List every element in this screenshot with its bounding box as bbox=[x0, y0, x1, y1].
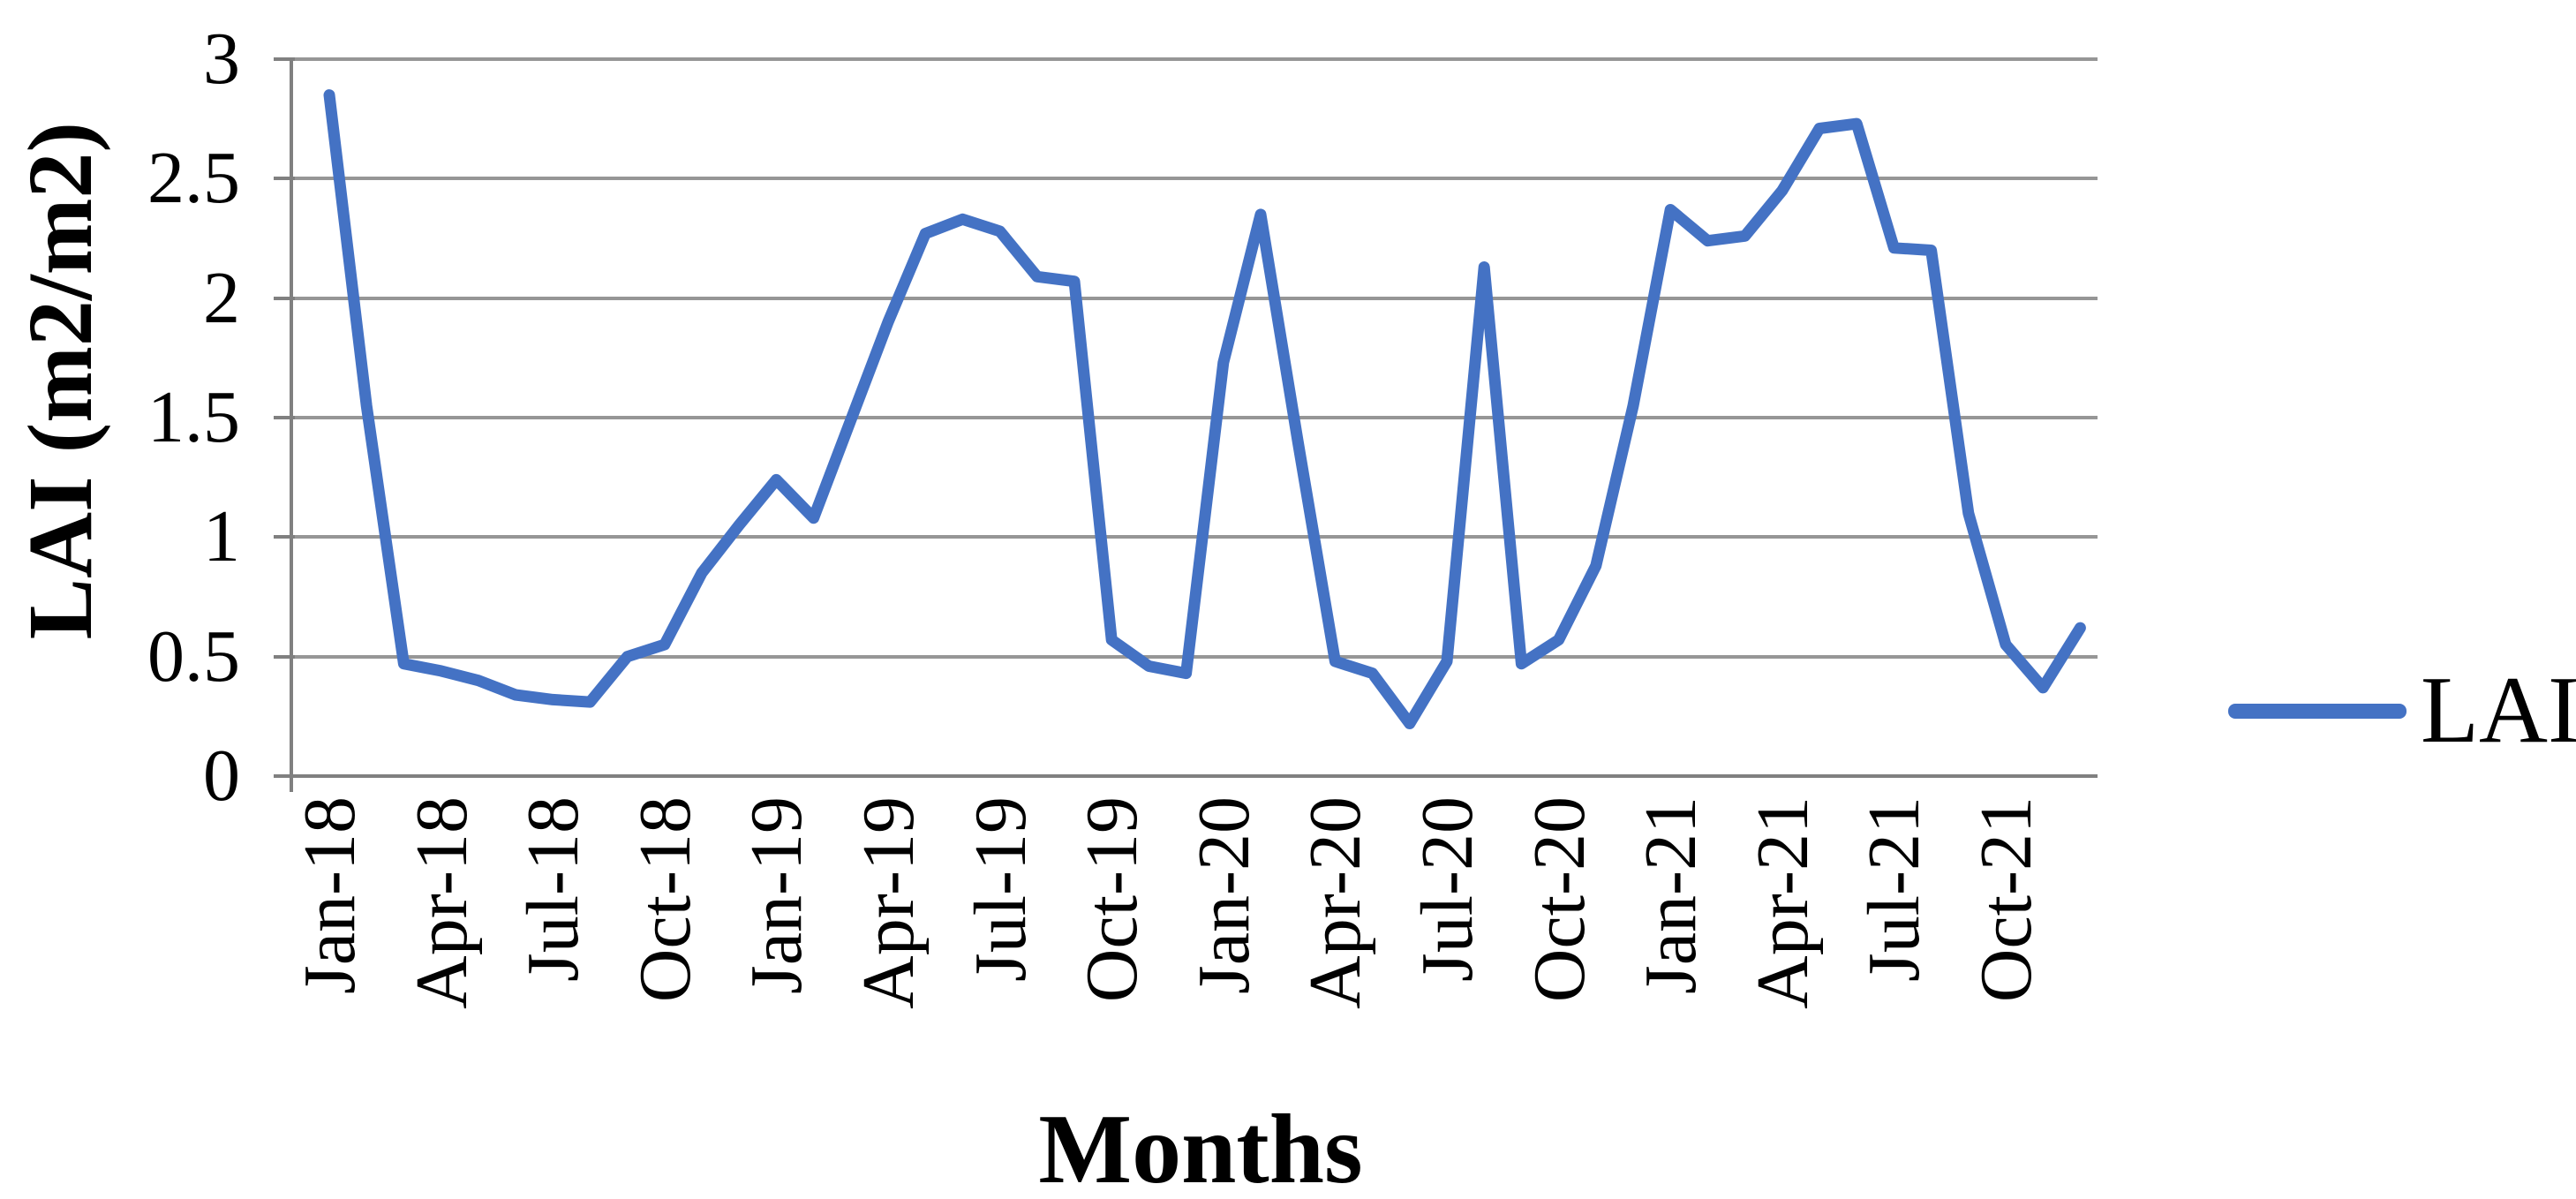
y-axis-tick bbox=[274, 177, 295, 181]
y-tick-label: 2.5 bbox=[147, 137, 240, 220]
y-axis-tick bbox=[274, 654, 295, 659]
gridline bbox=[291, 416, 2098, 419]
gridline bbox=[291, 296, 2098, 300]
gridline bbox=[291, 535, 2098, 539]
y-axis-tick bbox=[274, 774, 295, 778]
lai-data-line bbox=[323, 89, 2086, 729]
y-tick-label: 0 bbox=[203, 735, 240, 817]
y-tick-label: 3 bbox=[203, 18, 240, 100]
y-tick-label: 0.5 bbox=[147, 615, 240, 698]
y-axis-line bbox=[290, 59, 293, 792]
y-axis-tick bbox=[274, 535, 295, 539]
gridline bbox=[291, 654, 2098, 659]
legend: LAI bbox=[2228, 653, 2576, 768]
gridline bbox=[291, 57, 2098, 61]
y-axis-tick bbox=[274, 57, 295, 61]
legend-series-label: LAI bbox=[2421, 658, 2576, 763]
y-tick-label: 1.5 bbox=[147, 376, 240, 458]
gridline bbox=[291, 177, 2098, 181]
y-axis-tick bbox=[274, 416, 295, 419]
y-tick-label: 2 bbox=[203, 256, 240, 339]
y-axis-tick bbox=[274, 296, 295, 300]
legend-line-sample bbox=[2228, 703, 2407, 719]
x-axis-line bbox=[291, 774, 2098, 778]
x-axis-title: Months bbox=[1038, 1095, 1363, 1199]
y-tick-label: 1 bbox=[203, 495, 240, 578]
